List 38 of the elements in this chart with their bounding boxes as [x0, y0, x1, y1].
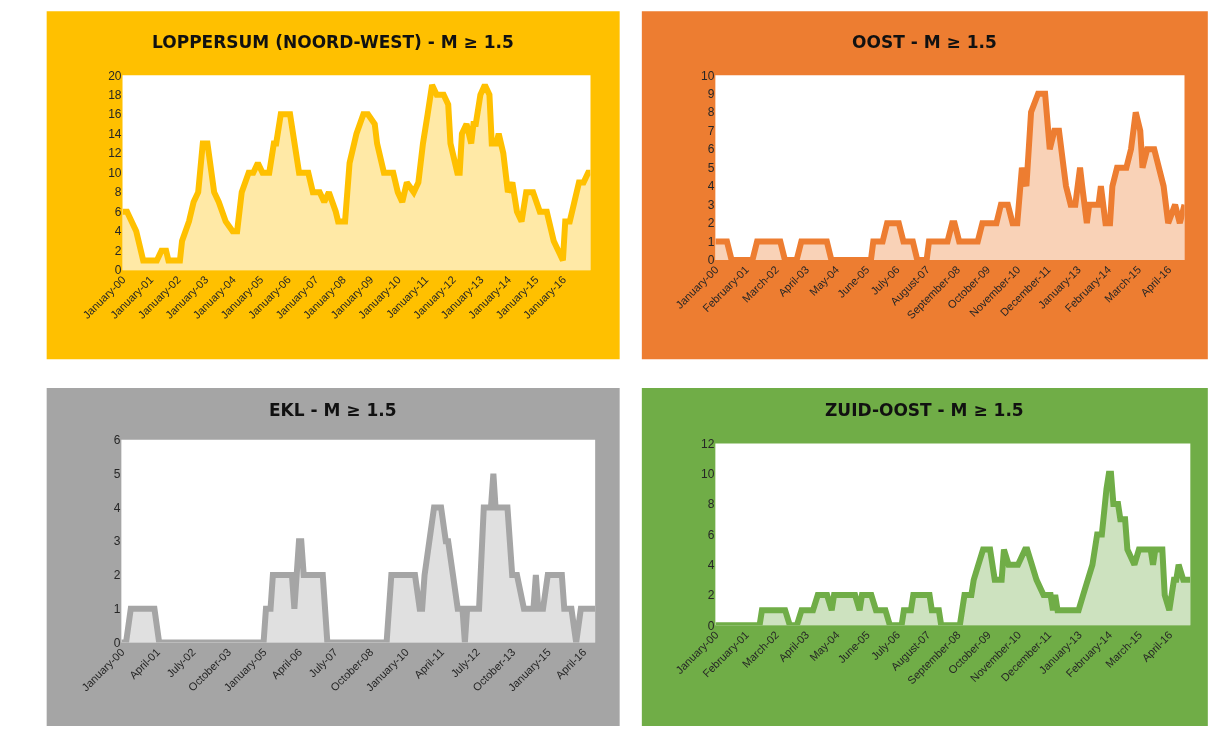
y-tick-label: 12: [108, 146, 122, 161]
y-tick-label: 0: [707, 618, 715, 633]
y-tick-label: 2: [707, 216, 715, 231]
y-tick-label: 6: [707, 527, 715, 542]
y-tick-label: 4: [707, 179, 715, 194]
y-tick-label: 3: [113, 534, 121, 549]
y-tick-label: 10: [701, 68, 715, 83]
y-tick-label: 8: [707, 105, 715, 120]
y-tick-label: 12: [701, 436, 715, 451]
y-tick-label: 4: [114, 224, 122, 239]
y-tick-label: 6: [707, 142, 715, 157]
y-tick-label: 6: [113, 433, 121, 448]
y-tick-label: 1: [113, 602, 121, 616]
y-tick-label: 2: [707, 588, 715, 603]
y-tick-label: 20: [108, 68, 122, 83]
y-tick-label: 16: [108, 107, 122, 122]
y-tick-label: 7: [707, 123, 715, 138]
y-tick-label: 2: [113, 568, 121, 583]
y-tick-label: 2: [114, 243, 122, 258]
y-tick-label: 5: [707, 160, 715, 175]
chart-title: ZUID-OOST - M ≥ 1.5: [825, 400, 1024, 420]
y-tick-label: 4: [707, 557, 715, 572]
y-tick-label: 10: [701, 466, 715, 481]
y-tick-label: 4: [113, 500, 121, 515]
y-tick-label: 0: [113, 635, 121, 650]
y-tick-label: 6: [114, 204, 122, 219]
y-tick-label: 18: [108, 87, 122, 102]
chart-title: EKL - M ≥ 1.5: [269, 400, 397, 420]
y-tick-label: 14: [108, 126, 122, 141]
y-tick-label: 10: [108, 165, 122, 180]
chart-title: LOPPERSUM (NOORD-WEST) - M ≥ 1.5: [152, 32, 514, 52]
y-tick-label: 1: [707, 234, 715, 249]
y-tick-label: 8: [707, 497, 715, 512]
y-tick-label: 5: [113, 466, 121, 481]
y-tick-label: 9: [707, 86, 715, 101]
y-tick-label: 3: [707, 197, 715, 212]
y-tick-label: 8: [114, 185, 122, 200]
chart-title: OOST - M ≥ 1.5: [852, 32, 997, 52]
